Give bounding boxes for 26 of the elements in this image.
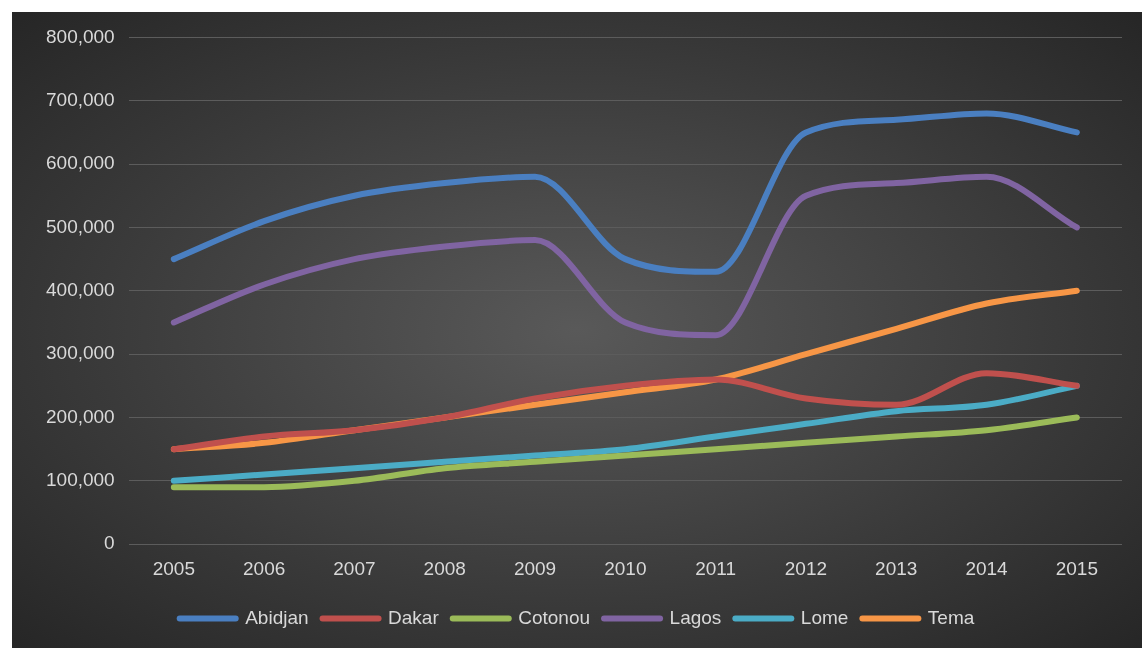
legend-label: Lome	[800, 606, 849, 628]
y-tick-label: 700,000	[45, 88, 115, 110]
x-tick-label: 2012	[784, 557, 828, 579]
y-tick-label: 200,000	[45, 405, 115, 427]
x-tick-label: 2010	[604, 557, 647, 579]
y-tick-label: 800,000	[45, 25, 115, 47]
legend-label: Cotonou	[518, 606, 591, 628]
y-tick-label: 100,000	[45, 469, 115, 491]
legend-label: Dakar	[388, 606, 440, 628]
x-tick-label: 2011	[695, 557, 737, 579]
legend-label: Abidjan	[245, 606, 309, 628]
x-tick-label: 2008	[423, 557, 466, 579]
x-tick-label: 2006	[242, 557, 286, 579]
y-tick-label: 600,000	[45, 152, 115, 174]
y-tick-label: 500,000	[45, 215, 115, 237]
legend-label: Tema	[927, 606, 975, 628]
x-tick-label: 2015	[1055, 557, 1098, 579]
x-tick-label: 2013	[875, 557, 918, 579]
legend-label: Lagos	[669, 606, 722, 628]
x-tick-label: 2009	[513, 557, 557, 579]
x-tick-label: 2005	[152, 557, 195, 579]
x-tick-label: 2007	[333, 557, 376, 579]
x-tick-label: 2014	[965, 557, 1009, 579]
y-tick-label: 400,000	[45, 279, 115, 301]
y-tick-label: 300,000	[45, 342, 115, 364]
y-tick-label: 0	[104, 532, 115, 554]
